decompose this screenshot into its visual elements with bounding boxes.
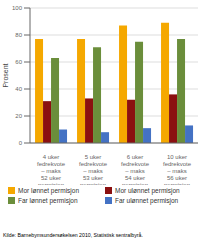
html-text:Mor ulønnet permisjon: Mor ulønnet permisjon (115, 187, 180, 194)
svg-text:60: 60 (15, 59, 22, 65)
html-text:Far lønnet permisjon: Far lønnet permisjon (18, 197, 78, 204)
svg-text:6 ukerfedrekvote– maks54 ukerp: 6 ukerfedrekvote– maks54 ukerpermisjon (121, 154, 150, 185)
html-text:Far ulønnet permisjon: Far ulønnet permisjon (115, 197, 179, 204)
svg-text:4 ukerfedrekvote– maks52 ukerp: 4 ukerfedrekvote– maks52 ukerpermisjon (37, 154, 66, 185)
svg-text:80: 80 (15, 32, 22, 38)
svg-text:Prosent: Prosent (8, 63, 9, 87)
svg-text:5 ukerfedrekvote– maks53 ukerp: 5 ukerfedrekvote– maks53 ukerpermisjon (79, 154, 108, 185)
html-text:Mor lønnet permisjon: Mor lønnet permisjon (18, 187, 80, 194)
svg-text:20: 20 (15, 113, 22, 119)
html-text:Kilde: Barnebymsundersøkelsen: Kilde: Barnebymsundersøkelsen 2010, Stat… (3, 232, 143, 238)
svg-text:0: 0 (19, 140, 23, 146)
svg-text:40: 40 (15, 86, 22, 92)
svg-text:10 ukerfedrekvote– maks56 uker: 10 ukerfedrekvote– maks56 ukerpermisjon (163, 154, 192, 185)
svg-text:100: 100 (12, 5, 23, 11)
